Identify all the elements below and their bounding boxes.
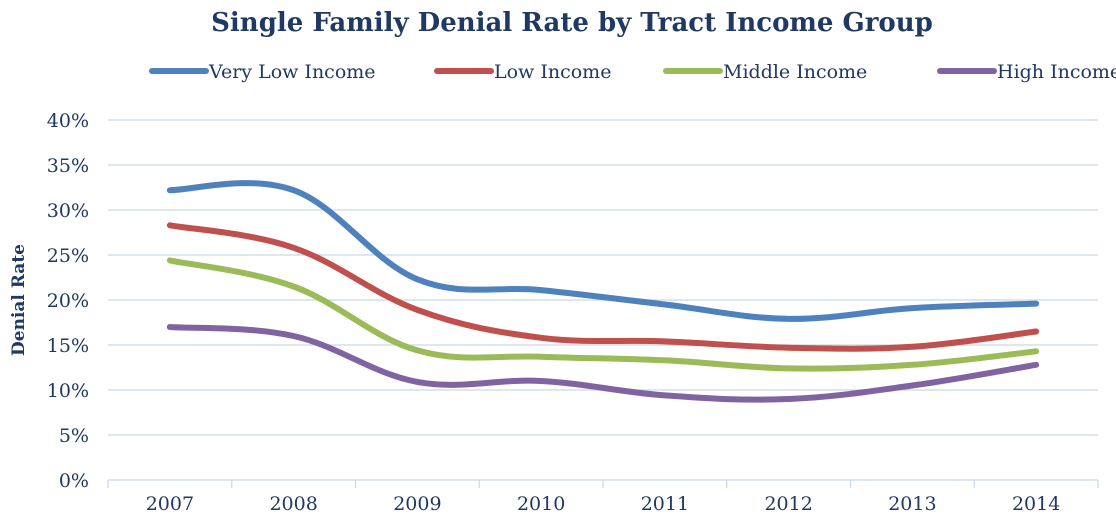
- legend-label: Very Low Income: [208, 61, 376, 83]
- y-tick-label: 20%: [47, 290, 89, 312]
- y-tick-label: 0%: [59, 470, 89, 492]
- x-tick-label: 2013: [888, 493, 936, 515]
- legend-label: High Income: [997, 61, 1116, 83]
- x-tick-label: 2012: [764, 493, 812, 515]
- series-line-low-income: [166, 222, 1040, 352]
- x-tick-label: 2008: [269, 493, 317, 515]
- x-tick-label: 2010: [517, 493, 565, 515]
- x-tick-label: 2014: [1012, 493, 1060, 515]
- y-tick-label: 15%: [47, 335, 89, 357]
- y-tick-label: 5%: [59, 425, 89, 447]
- y-axis-label: Denial Rate: [9, 244, 29, 356]
- legend-item: Very Low Income: [149, 61, 376, 83]
- y-tick-label: 30%: [47, 200, 89, 222]
- x-tick-label: 2011: [641, 493, 689, 515]
- y-axis-ticks: 0% 5% 10% 15% 20% 25% 30% 35% 40%: [47, 110, 89, 492]
- y-tick-label: 35%: [47, 155, 89, 177]
- x-axis-ticks: 2007 2008 2009 2010 2011 2012 2013 2014: [146, 493, 1061, 515]
- y-tick-label: 40%: [47, 110, 89, 132]
- legend-label: Low Income: [494, 61, 611, 83]
- chart-title: Single Family Denial Rate by Tract Incom…: [211, 8, 933, 38]
- series-line-very-low-income: [166, 180, 1040, 322]
- legend-item: Middle Income: [663, 61, 867, 83]
- legend-item: High Income: [937, 61, 1116, 83]
- legend-label: Middle Income: [723, 61, 867, 83]
- series-line-high-income: [166, 324, 1040, 403]
- y-tick-label: 10%: [47, 380, 89, 402]
- x-tick-label: 2007: [146, 493, 194, 515]
- y-tick-label: 25%: [47, 245, 89, 267]
- chart-series: [166, 180, 1040, 403]
- chart-legend: Very Low Income Low Income Middle Income Hi…: [149, 61, 1116, 83]
- legend-item: Low Income: [434, 61, 611, 83]
- series-line-middle-income: [166, 257, 1040, 372]
- x-tick-label: 2009: [393, 493, 441, 515]
